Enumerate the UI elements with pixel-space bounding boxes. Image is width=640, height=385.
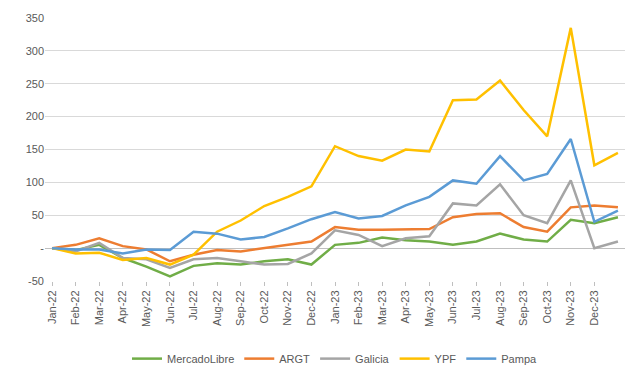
- svg-text:Aug-22: Aug-22: [211, 290, 223, 325]
- svg-text:Apr-22: Apr-22: [116, 290, 128, 323]
- svg-text:300: 300: [26, 45, 44, 57]
- svg-text:Jan-23: Jan-23: [329, 290, 341, 324]
- svg-text:Apr-23: Apr-23: [399, 290, 411, 323]
- svg-text:Jun-22: Jun-22: [164, 290, 176, 324]
- svg-text:200: 200: [26, 110, 44, 122]
- svg-text:Nov-23: Nov-23: [564, 290, 576, 325]
- svg-text:Jun-23: Jun-23: [446, 290, 458, 324]
- svg-text:ARGT: ARGT: [279, 353, 310, 365]
- svg-text:Feb-22: Feb-22: [69, 290, 81, 325]
- svg-text:May-22: May-22: [140, 290, 152, 327]
- svg-text:Feb-23: Feb-23: [352, 290, 364, 325]
- svg-text:50: 50: [32, 209, 44, 221]
- svg-text:350: 350: [26, 12, 44, 24]
- svg-text:Dec-23: Dec-23: [588, 290, 600, 325]
- svg-text:Sep-23: Sep-23: [517, 290, 529, 325]
- svg-text:YPF: YPF: [435, 353, 457, 365]
- svg-text:Sep-22: Sep-22: [234, 290, 246, 325]
- svg-text:Nov-22: Nov-22: [281, 290, 293, 325]
- svg-text:Galicia: Galicia: [355, 353, 390, 365]
- svg-text:Aug-23: Aug-23: [494, 290, 506, 325]
- svg-text:Jul-23: Jul-23: [470, 290, 482, 320]
- svg-text:Mar-22: Mar-22: [93, 290, 105, 325]
- svg-text:-: -: [40, 242, 44, 254]
- svg-text:Mar-23: Mar-23: [376, 290, 388, 325]
- svg-text:Jul-22: Jul-22: [187, 290, 199, 320]
- svg-text:Dec-22: Dec-22: [305, 290, 317, 325]
- svg-text:MercadoLibre: MercadoLibre: [167, 353, 234, 365]
- svg-text:250: 250: [26, 78, 44, 90]
- svg-text:Oct-23: Oct-23: [541, 290, 553, 323]
- svg-text:Pampa: Pampa: [501, 353, 537, 365]
- svg-text:100: 100: [26, 176, 44, 188]
- svg-text:-50: -50: [28, 275, 44, 287]
- svg-text:150: 150: [26, 143, 44, 155]
- svg-text:Oct-22: Oct-22: [258, 290, 270, 323]
- svg-text:Jan-22: Jan-22: [46, 290, 58, 324]
- svg-text:May-23: May-23: [423, 290, 435, 327]
